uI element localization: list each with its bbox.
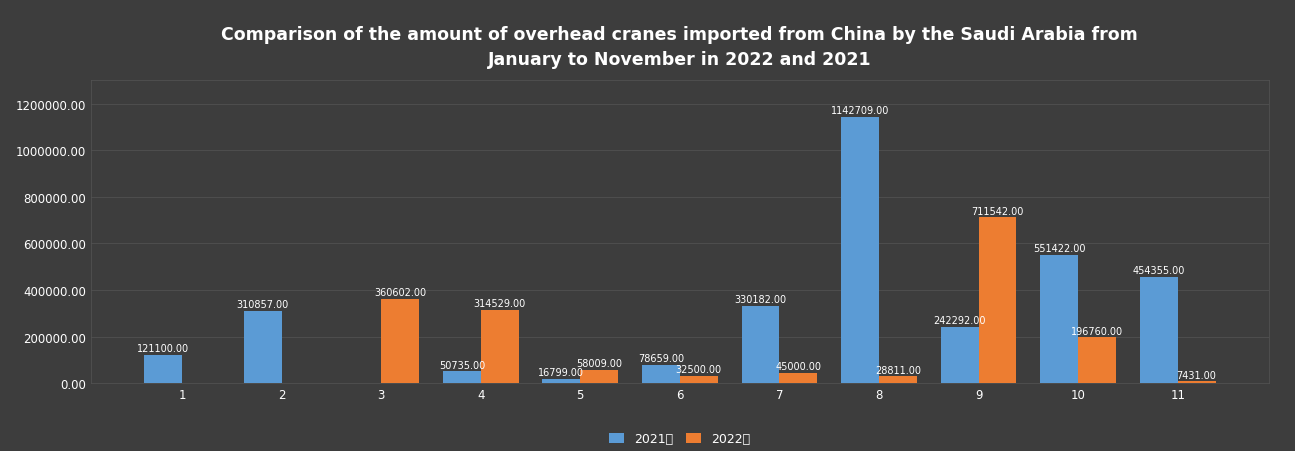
Bar	[879, 377, 917, 383]
Bar	[1177, 382, 1216, 383]
Text: 314529.00: 314529.00	[474, 299, 526, 308]
Text: 360602.00: 360602.00	[374, 288, 426, 298]
Bar	[1079, 338, 1116, 383]
Text: 242292.00: 242292.00	[934, 315, 985, 325]
Text: 454355.00: 454355.00	[1133, 266, 1185, 276]
Bar	[979, 218, 1017, 383]
Bar	[480, 310, 518, 383]
Text: 551422.00: 551422.00	[1033, 244, 1085, 253]
Text: 310857.00: 310857.00	[237, 299, 289, 309]
Bar	[381, 299, 420, 383]
Bar	[940, 327, 979, 383]
Text: 16799.00: 16799.00	[539, 368, 584, 377]
Bar	[144, 355, 183, 383]
Text: 58009.00: 58009.00	[576, 358, 622, 368]
Text: 45000.00: 45000.00	[776, 361, 821, 371]
Text: 7431.00: 7431.00	[1177, 370, 1216, 380]
Text: 78659.00: 78659.00	[638, 353, 684, 363]
Text: 50735.00: 50735.00	[439, 360, 484, 370]
Bar	[780, 373, 817, 383]
Text: 196760.00: 196760.00	[1071, 326, 1123, 336]
Text: 32500.00: 32500.00	[676, 364, 721, 374]
Bar	[1040, 255, 1079, 383]
Bar	[680, 376, 717, 383]
Bar	[1140, 278, 1177, 383]
Text: 28811.00: 28811.00	[875, 365, 921, 375]
Text: 330182.00: 330182.00	[734, 295, 786, 305]
Text: 711542.00: 711542.00	[971, 206, 1023, 216]
Text: 1142709.00: 1142709.00	[831, 106, 890, 116]
Bar	[243, 311, 281, 383]
Bar	[842, 118, 879, 383]
Bar	[642, 365, 680, 383]
Bar	[543, 379, 580, 383]
Bar	[443, 372, 480, 383]
Title: Comparison of the amount of overhead cranes imported from China by the Saudi Ara: Comparison of the amount of overhead cra…	[221, 26, 1138, 69]
Bar	[742, 307, 780, 383]
Bar	[580, 370, 618, 383]
Legend: 2021年, 2022年: 2021年, 2022年	[603, 426, 756, 451]
Text: 121100.00: 121100.00	[137, 343, 189, 353]
